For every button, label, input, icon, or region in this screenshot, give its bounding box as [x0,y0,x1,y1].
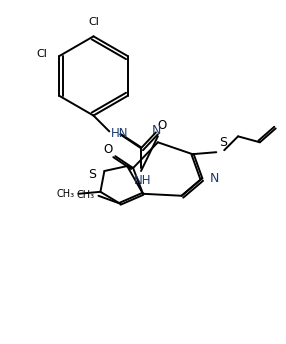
Text: S: S [88,169,96,182]
Text: S: S [219,136,227,149]
Text: O: O [157,119,166,132]
Text: HN: HN [111,127,129,140]
Text: N: N [152,124,162,137]
Text: NH: NH [134,174,152,187]
Text: O: O [104,143,113,156]
Text: N: N [209,172,219,185]
Text: Cl: Cl [36,49,47,59]
Text: CH₃: CH₃ [76,190,94,200]
Text: CH₃: CH₃ [57,189,75,199]
Text: Cl: Cl [88,18,99,28]
